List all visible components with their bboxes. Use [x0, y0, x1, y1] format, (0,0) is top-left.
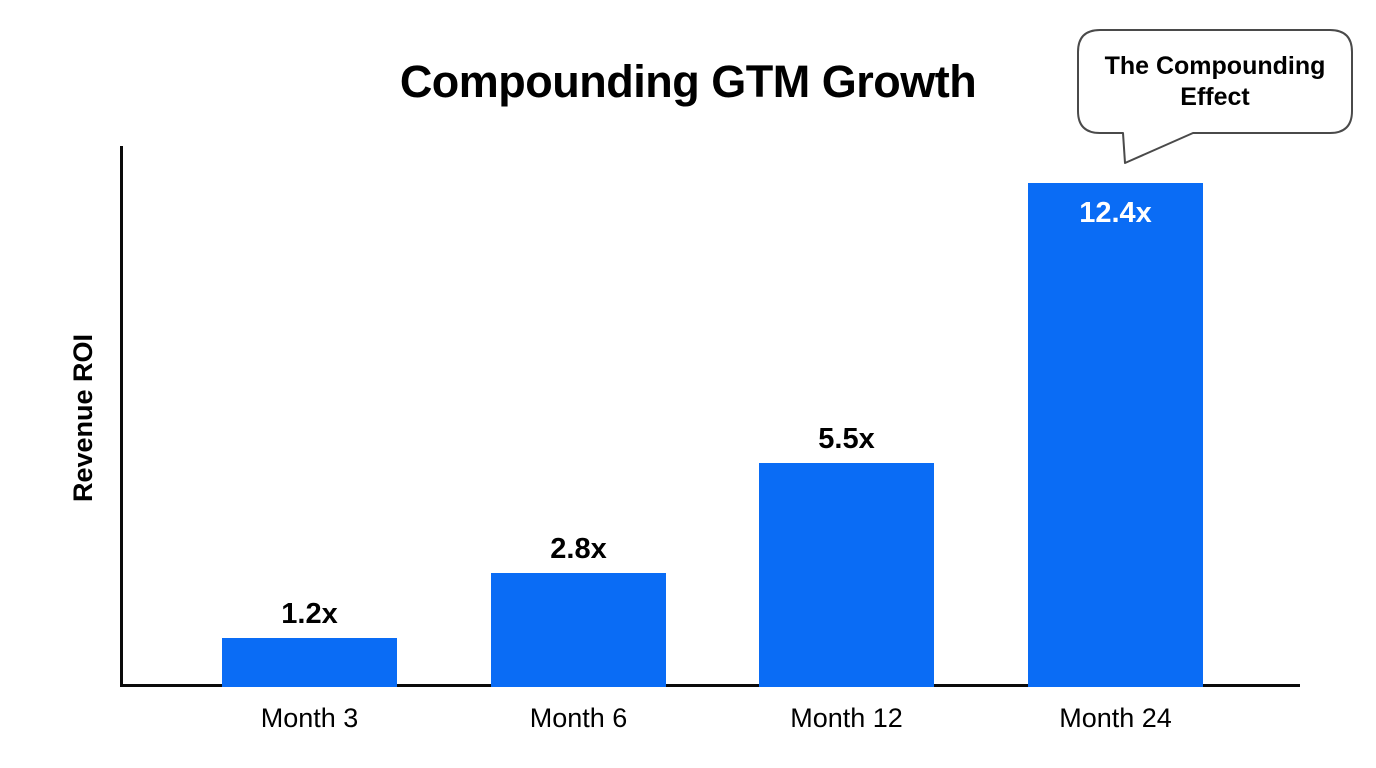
speech-bubble-icon — [1077, 29, 1353, 164]
callout-bubble: The Compounding Effect — [1068, 20, 1368, 180]
x-tick-label: Month 12 — [790, 703, 903, 733]
callout-bubble-shape — [1077, 29, 1353, 164]
bar-group: 1.2x Month 3 — [222, 598, 397, 733]
bar-group: 12.4x Month 24 — [1028, 183, 1203, 733]
bar — [1028, 183, 1203, 687]
bar-group: 2.8x Month 6 — [491, 533, 666, 733]
bar-value-label: 5.5x — [818, 423, 875, 455]
bar-group: 5.5x Month 12 — [759, 423, 934, 733]
x-tick-label: Month 3 — [260, 703, 359, 733]
bar-value-label: 2.8x — [550, 533, 607, 565]
chart-title: Compounding GTM Growth — [399, 56, 977, 107]
x-tick-label: Month 24 — [1059, 703, 1172, 733]
bar — [759, 463, 934, 687]
x-axis-line — [120, 684, 1300, 687]
bar-value-label: 1.2x — [281, 598, 338, 630]
x-tick-label: Month 6 — [529, 703, 628, 733]
bar-value-label: 12.4x — [1079, 197, 1152, 229]
bar — [491, 573, 666, 687]
bar — [222, 638, 397, 687]
callout-text: The Compounding Effect — [1104, 51, 1326, 111]
y-axis-line — [120, 146, 123, 687]
